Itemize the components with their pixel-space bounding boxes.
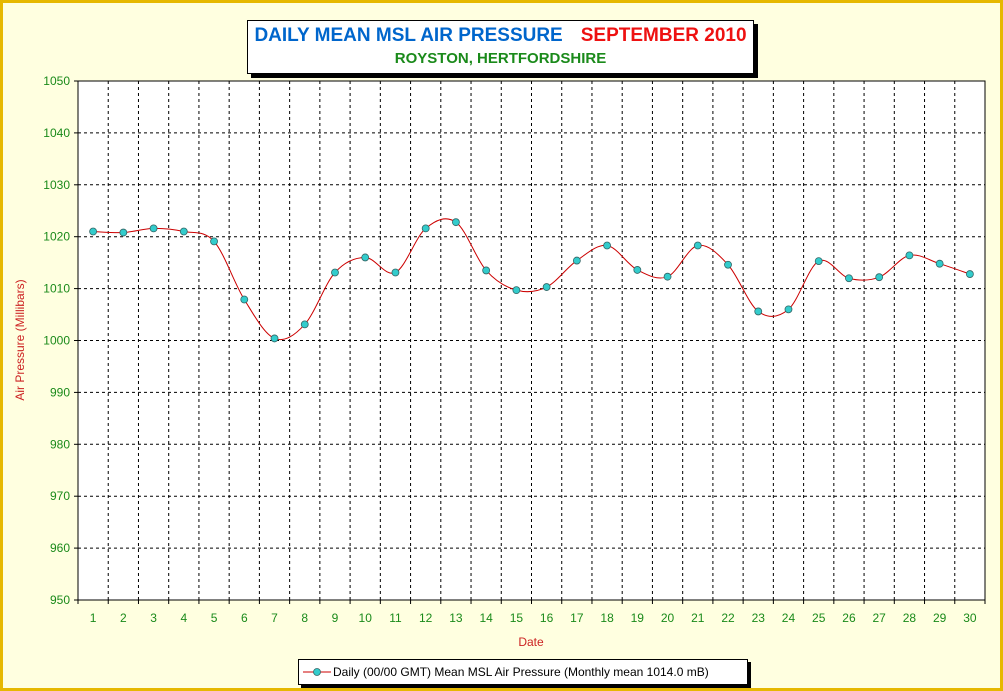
data-point (89, 227, 98, 236)
data-point (633, 266, 642, 274)
x-tick-label: 17 (570, 611, 584, 625)
x-tick-label: 18 (600, 611, 614, 625)
x-tick-label: 29 (933, 611, 947, 625)
data-point (300, 320, 309, 329)
data-point (875, 273, 884, 282)
data-point (572, 256, 581, 265)
chart-subtitle: ROYSTON, HERTFORDSHIRE (394, 50, 607, 67)
y-tick-label: 980 (50, 437, 70, 451)
x-tick-label: 16 (540, 611, 554, 625)
y-tick-label: 990 (50, 385, 70, 399)
x-tick-label: 14 (479, 611, 493, 625)
x-tick-label: 25 (812, 611, 826, 625)
legend-label: Daily (00/00 GMT) Mean MSL Air Pressure … (333, 665, 709, 679)
x-tick-label: 20 (661, 611, 675, 625)
x-tick-label: 11 (389, 611, 402, 625)
data-point (512, 286, 521, 295)
data-points (89, 218, 974, 343)
title-period: SEPTEMBER 2010 (580, 25, 747, 46)
x-tick-label: 24 (782, 611, 796, 625)
data-point (270, 334, 279, 343)
y-tick-label: 1010 (43, 282, 70, 296)
gridlines (78, 81, 985, 600)
y-tick-label: 1020 (43, 230, 70, 244)
data-point (814, 257, 823, 265)
data-point (391, 268, 400, 277)
legend-swatch (303, 668, 331, 676)
x-tick-label: 2 (120, 611, 127, 625)
data-point (179, 227, 188, 236)
x-tick-label: 8 (301, 611, 308, 625)
y-tick-label: 1050 (43, 74, 70, 88)
x-tick-label: 10 (359, 611, 373, 625)
x-tick-label: 23 (752, 611, 766, 625)
title-box: DAILY MEAN MSL AIR PRESSURE SEPTEMBER 201… (247, 20, 754, 74)
x-tick-label: 4 (180, 611, 187, 625)
legend: Daily (00/00 GMT) Mean MSL Air Pressure … (298, 659, 748, 685)
x-tick-label: 6 (241, 611, 248, 625)
x-tick-label: 15 (510, 611, 524, 625)
data-point (452, 218, 460, 227)
data-point (361, 253, 370, 262)
data-point (905, 251, 914, 260)
x-tick-label: 26 (842, 611, 856, 625)
y-axis-ticks: 950 960 970 980 990 1000 1010 1020 1030 1040 1050 (43, 74, 78, 607)
y-tick-label: 1000 (43, 334, 70, 348)
data-point (935, 259, 944, 268)
y-tick-label: 1040 (43, 126, 70, 140)
data-point (965, 270, 974, 278)
x-tick-label: 7 (271, 611, 278, 625)
data-point (542, 283, 551, 291)
data-point (663, 272, 672, 281)
x-tick-label: 1 (90, 611, 97, 625)
x-tick-label: 21 (691, 611, 705, 625)
y-tick-label: 970 (50, 489, 70, 503)
x-tick-label: 5 (211, 611, 218, 625)
y-tick-label: 960 (50, 541, 70, 555)
data-point (724, 260, 732, 269)
data-point (119, 228, 128, 237)
x-tick-label: 9 (332, 611, 339, 625)
x-tick-label: 13 (449, 611, 463, 625)
x-tick-label: 12 (419, 611, 433, 625)
x-tick-label: 30 (963, 611, 977, 625)
x-axis-title: Date (518, 635, 544, 649)
x-tick-label: 28 (903, 611, 917, 625)
chart-title: DAILY MEAN MSL AIR PRESSURE SEPTEMBER 201… (248, 25, 753, 47)
x-tick-label: 22 (721, 611, 735, 625)
data-point (240, 295, 249, 304)
x-tick-label: 19 (631, 611, 645, 625)
x-axis-ticks: 1 2 3 4 5 6 7 8 9 10 11 12 13 14 15 16 17 18 19 20 21 22 23 24 2… (77, 600, 986, 625)
data-point (149, 224, 158, 233)
data-point (482, 266, 491, 275)
y-axis-title: Air Pressure (Millibars) (13, 279, 27, 400)
title-main: DAILY MEAN MSL AIR PRESSURE (254, 25, 563, 46)
data-point (603, 241, 611, 250)
data-point (331, 268, 339, 277)
x-tick-label: 27 (873, 611, 887, 625)
data-point (421, 224, 430, 233)
data-point (784, 305, 793, 314)
y-tick-label: 950 (50, 593, 70, 607)
x-tick-label: 3 (150, 611, 157, 625)
data-point (693, 241, 702, 250)
data-point (845, 274, 853, 283)
data-point (754, 307, 763, 316)
data-point (210, 237, 218, 246)
y-tick-label: 1030 (43, 178, 70, 192)
